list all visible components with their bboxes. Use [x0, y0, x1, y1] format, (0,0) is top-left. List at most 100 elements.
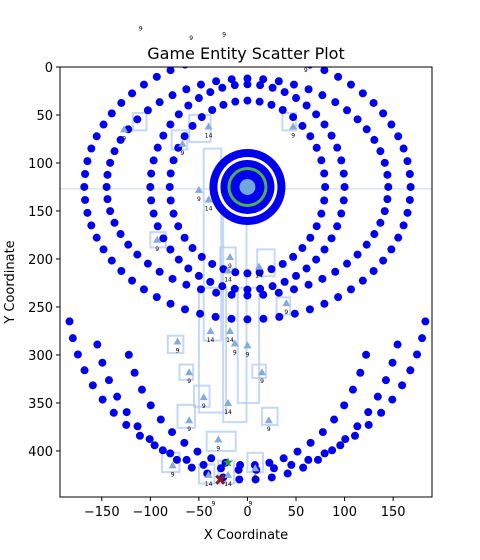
entity-point [364, 420, 373, 429]
entity-marker [185, 416, 194, 424]
entity-point [330, 415, 339, 424]
entity-point [156, 415, 165, 424]
marker-label: 9 [212, 501, 216, 508]
marker-label: 14 [205, 133, 213, 140]
entity-point [418, 334, 427, 343]
entity-point [394, 132, 403, 141]
player-star [223, 457, 233, 467]
entity-point [403, 208, 412, 217]
entity-point [135, 431, 144, 440]
entity-point [343, 106, 352, 115]
entity-point [81, 169, 90, 178]
marker-label: 9 [248, 501, 252, 508]
entity-point [399, 221, 408, 230]
entity-point [243, 269, 252, 278]
entity-point [128, 276, 137, 285]
entity-point [208, 259, 217, 268]
entity-point [188, 244, 197, 253]
zone-rect [261, 406, 279, 427]
entity-point [166, 169, 175, 178]
entity-point [243, 315, 252, 324]
entity-point [274, 288, 283, 297]
entity-point [318, 428, 327, 437]
marker-label: 9 [180, 150, 184, 157]
entity-point [109, 408, 118, 417]
entity-point [318, 91, 327, 100]
entity-point [181, 305, 190, 314]
entity-point [320, 169, 329, 178]
marker-label: 9 [246, 351, 250, 358]
entity-point [269, 464, 278, 473]
zone-rect [281, 112, 298, 132]
entity-point [336, 441, 345, 450]
entity-point [304, 85, 313, 94]
entity-point [166, 67, 175, 75]
entity-point [289, 285, 298, 294]
entity-point [267, 473, 276, 482]
entity-point [331, 267, 340, 276]
entity-point [174, 110, 183, 119]
entity-point [180, 132, 189, 141]
entity-point [180, 438, 189, 447]
entity-point [231, 268, 240, 277]
entity-point [387, 120, 396, 129]
x-axis: −150 −100 −50 0 50 100 150 [84, 497, 406, 520]
entity-point [321, 182, 330, 191]
entity-point [188, 121, 197, 130]
entity-point [327, 234, 336, 243]
entity-point [107, 109, 116, 118]
entity-point [139, 80, 148, 89]
entity-point [387, 245, 396, 254]
entity-point [364, 408, 373, 417]
entity-point [206, 277, 215, 286]
entity-point [146, 182, 155, 191]
entity-point [159, 131, 168, 140]
zone-rect [197, 286, 228, 414]
marker-label: 9 [171, 471, 175, 478]
entity-point [388, 358, 397, 367]
marker-label: 9 [122, 135, 126, 142]
x-tick-label: 150 [381, 505, 406, 520]
entity-point [104, 376, 113, 385]
marker-label: 9 [284, 309, 288, 316]
entity-point [174, 255, 183, 264]
entity-point [278, 106, 287, 115]
entity-point [334, 293, 343, 302]
entity-point [405, 195, 414, 204]
entity-point [230, 284, 239, 293]
entity-point [320, 299, 329, 308]
marker-label: 9 [189, 35, 193, 42]
entity-point [87, 221, 96, 230]
entity-point [194, 271, 203, 280]
entity-point [331, 98, 340, 107]
entity-point [169, 156, 178, 165]
entity-point [268, 282, 277, 291]
entity-marker [224, 398, 233, 406]
marker-label: 9 [139, 26, 143, 33]
y-tick-label: 250 [28, 301, 53, 316]
entity-marker [258, 368, 267, 376]
entity-point [166, 196, 175, 205]
entity-point [230, 81, 239, 90]
entity-point [124, 350, 133, 359]
entity-point [130, 368, 139, 377]
entity-point [298, 121, 307, 130]
entity-point [275, 312, 284, 321]
entity-point [208, 106, 217, 115]
entity-marker [204, 470, 213, 478]
outside-annotations: 9 9 9 9 9 9 [139, 26, 308, 508]
entity-point [343, 259, 352, 268]
zone-rect [178, 363, 195, 381]
entity-point [283, 469, 292, 478]
entity-point [166, 449, 175, 458]
entity-point [279, 454, 288, 463]
entity-point [182, 280, 191, 289]
y-tick-label: 200 [28, 253, 53, 268]
entity-point [207, 454, 216, 463]
entity-point [370, 230, 379, 239]
entity-marker [204, 122, 213, 130]
marker-label: 9 [267, 426, 271, 433]
entity-point [155, 267, 164, 276]
entity-marker [173, 337, 182, 345]
entity-point [259, 314, 268, 323]
